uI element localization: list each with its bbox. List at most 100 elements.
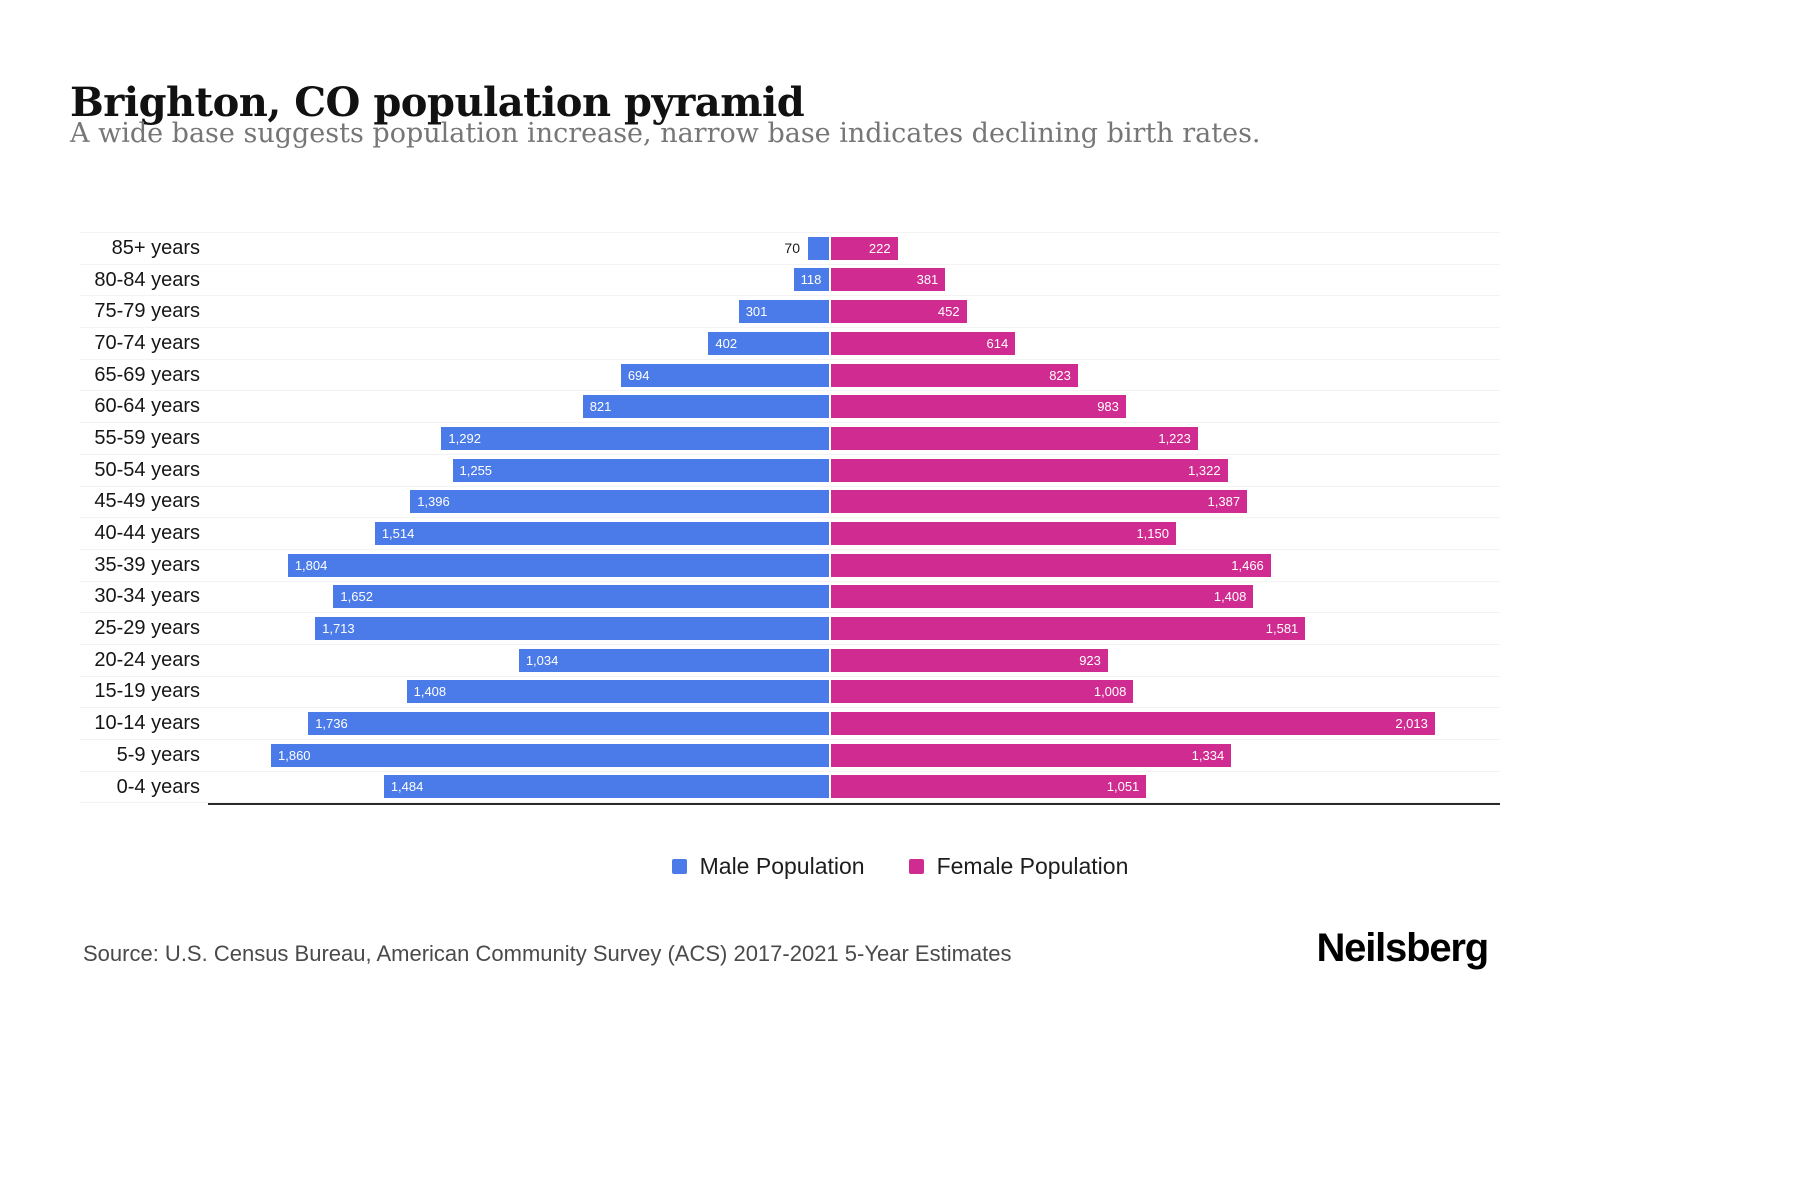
male-value-label: 821 xyxy=(589,399,612,415)
pyramid-row-area: 1,860 1,334 xyxy=(208,740,1500,771)
pyramid-row: 40-44 years 1,514 1,150 xyxy=(80,518,1500,550)
male-bar: 1,713 xyxy=(315,617,829,641)
age-group-label: 15-19 years xyxy=(94,680,200,703)
female-value-label: 1,387 xyxy=(1207,494,1241,510)
male-bar: 118 xyxy=(793,268,829,292)
male-value-label: 1,860 xyxy=(278,747,311,763)
female-legend-swatch-icon xyxy=(908,859,924,874)
male-bar: 1,736 xyxy=(308,712,829,736)
female-bar: 1,051 xyxy=(831,775,1147,799)
female-value-label: 2,013 xyxy=(1395,716,1428,732)
female-value-label: 222 xyxy=(868,240,891,256)
age-group-label: 50-54 years xyxy=(94,458,200,481)
female-value-label: 1,466 xyxy=(1231,557,1264,573)
male-value-label: 1,713 xyxy=(322,621,355,637)
pyramid-row: 45-49 years 1,396 1,387 xyxy=(80,487,1500,519)
male-value-label: 1,484 xyxy=(390,779,424,795)
age-group-label: 75-79 years xyxy=(94,300,200,323)
pyramid-row: 55-59 years 1,292 1,223 xyxy=(80,423,1500,455)
age-group-label: 30-34 years xyxy=(94,585,200,608)
male-value-label: 70 xyxy=(784,239,800,256)
female-bar: 1,334 xyxy=(831,743,1232,767)
pyramid-row-area: 1,736 2,013 xyxy=(208,708,1500,739)
pyramid-row: 10-14 years 1,736 2,013 xyxy=(80,708,1500,740)
pyramid-row: 70-74 years 402 614 xyxy=(80,328,1500,360)
female-value-label: 823 xyxy=(1049,367,1071,383)
pyramid-row: 85+ years 70 222 xyxy=(80,232,1500,265)
pyramid-row: 5-9 years 1,860 1,334 xyxy=(80,740,1500,772)
female-value-label: 1,150 xyxy=(1136,525,1169,541)
female-bar: 1,150 xyxy=(831,521,1176,545)
pyramid-row-area: 402 614 xyxy=(208,328,1500,359)
female-bar: 923 xyxy=(831,648,1108,672)
male-bar: 1,034 xyxy=(518,648,829,672)
male-bar: 1,484 xyxy=(383,775,829,799)
female-bar: 983 xyxy=(831,395,1126,419)
pyramid-row-area: 1,514 1,150 xyxy=(208,518,1500,549)
male-value-label: 402 xyxy=(715,335,738,351)
male-bar: 1,255 xyxy=(452,458,829,482)
pyramid-row-area: 301 452 xyxy=(208,296,1500,327)
pyramid-row-area: 1,804 1,466 xyxy=(208,550,1500,581)
female-value-label: 1,581 xyxy=(1265,621,1299,637)
age-group-label: 60-64 years xyxy=(94,395,200,418)
legend-male-label: Male Population xyxy=(699,853,865,879)
age-group-label: 10-14 years xyxy=(94,712,200,735)
age-group-label: 65-69 years xyxy=(94,363,200,386)
male-bar: 1,652 xyxy=(333,585,829,609)
female-bar: 614 xyxy=(831,331,1016,355)
chart-legend: Male Population Female Population xyxy=(0,853,1800,880)
pyramid-row-area: 1,292 1,223 xyxy=(208,423,1500,454)
age-group-label: 35-39 years xyxy=(94,553,200,576)
female-bar: 1,581 xyxy=(831,617,1306,641)
male-value-label: 1,804 xyxy=(294,557,328,573)
page-subtitle: A wide base suggests population increase… xyxy=(70,118,1261,149)
pyramid-row: 80-84 years 118 381 xyxy=(80,265,1500,297)
male-bar: 1,804 xyxy=(287,553,829,577)
male-value-label: 1,396 xyxy=(417,494,450,510)
pyramid-row-area: 70 222 xyxy=(208,233,1500,264)
female-bar: 1,008 xyxy=(831,680,1134,704)
pyramid-row: 75-79 years 301 452 xyxy=(80,296,1500,329)
pyramid-row: 35-39 years 1,804 1,466 xyxy=(80,550,1500,582)
legend-female-label: Female Population xyxy=(936,853,1129,879)
female-value-label: 1,322 xyxy=(1188,462,1221,478)
female-bar: 1,387 xyxy=(831,490,1248,514)
age-group-label: 0-4 years xyxy=(116,775,200,798)
male-bar: 821 xyxy=(582,395,829,419)
male-legend-swatch-icon xyxy=(671,859,687,874)
male-bar: 402 xyxy=(708,331,829,355)
legend-item-female: Female Population xyxy=(908,853,1129,880)
x-axis-line xyxy=(208,803,1500,806)
pyramid-row-area: 118 381 xyxy=(208,265,1500,296)
age-group-label: 45-49 years xyxy=(94,490,200,513)
male-bar: 1,396 xyxy=(410,490,829,514)
pyramid-row: 20-24 years 1,034 923 xyxy=(80,645,1500,677)
male-value-label: 1,292 xyxy=(448,430,481,446)
female-value-label: 923 xyxy=(1079,652,1101,668)
pyramid-row: 30-34 years 1,652 1,408 xyxy=(80,582,1500,614)
female-value-label: 1,334 xyxy=(1191,747,1225,763)
male-value-label: 1,514 xyxy=(381,525,415,541)
male-value-label: 1,034 xyxy=(525,652,559,668)
male-bar xyxy=(808,236,829,260)
pyramid-row-area: 1,713 1,581 xyxy=(208,613,1500,644)
pyramid-row: 60-64 years 821 983 xyxy=(80,391,1500,424)
pyramid-row-area: 1,408 1,008 xyxy=(208,677,1500,708)
female-bar: 452 xyxy=(831,300,967,324)
female-value-label: 614 xyxy=(986,335,1009,351)
female-value-label: 983 xyxy=(1097,399,1119,415)
female-value-label: 1,051 xyxy=(1106,779,1140,795)
pyramid-row-area: 1,034 923 xyxy=(208,645,1500,676)
male-value-label: 118 xyxy=(800,272,822,288)
pyramid-row-area: 1,652 1,408 xyxy=(208,582,1500,613)
female-value-label: 452 xyxy=(937,304,960,320)
page-title: Brighton, CO population pyramid xyxy=(70,78,805,126)
age-group-label: 5-9 years xyxy=(116,743,200,766)
male-value-label: 1,255 xyxy=(459,462,493,478)
pyramid-row-area: 1,255 1,322 xyxy=(208,455,1500,486)
male-bar: 1,514 xyxy=(374,521,829,545)
pyramid-row: 65-69 years 694 823 xyxy=(80,360,1500,392)
female-value-label: 1,223 xyxy=(1158,430,1191,446)
legend-item-male: Male Population xyxy=(671,853,865,880)
